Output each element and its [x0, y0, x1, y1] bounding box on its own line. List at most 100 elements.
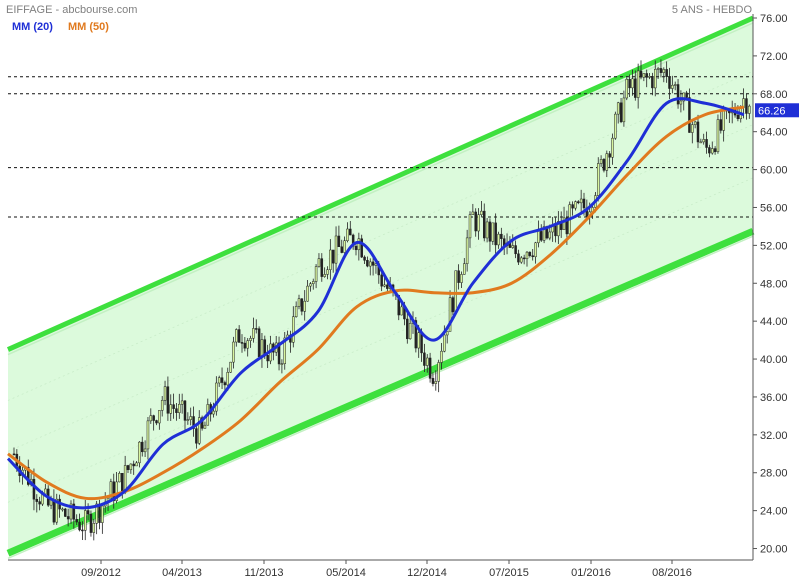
- candle-body: [500, 233, 503, 239]
- candle-body: [605, 153, 609, 171]
- candle: [665, 61, 668, 83]
- candle: [445, 331, 449, 344]
- candle-body: [35, 498, 39, 502]
- candle-body: [745, 98, 748, 114]
- candle-body: [129, 463, 133, 471]
- candle-body: [525, 251, 529, 260]
- candle: [719, 111, 723, 134]
- last-value-label: 66.26: [758, 105, 786, 117]
- y-tick-label: 52.00: [760, 240, 788, 252]
- axes: 20.00 24.00 28.00 32.00 36.00 40.00 44.00 48.00…: [8, 13, 799, 579]
- candle-body: [183, 400, 187, 421]
- candle-body: [485, 221, 489, 239]
- candle-body: [343, 240, 346, 253]
- candle-body: [257, 328, 261, 358]
- candle-body: [457, 270, 460, 283]
- candle: [408, 314, 412, 340]
- channel-lower-line: [6, 227, 755, 557]
- candle: [354, 243, 358, 256]
- x-tick-label: 01/2016: [571, 567, 611, 579]
- candle: [628, 74, 631, 97]
- y-tick-label: 32.00: [760, 430, 788, 442]
- candle-body: [220, 377, 224, 383]
- candle-body: [369, 261, 372, 267]
- candle: [631, 69, 634, 96]
- candle: [172, 393, 175, 419]
- candle-body: [702, 139, 705, 143]
- candle: [648, 72, 651, 80]
- candle: [320, 253, 324, 282]
- candle: [323, 267, 326, 278]
- candle-body: [665, 69, 668, 77]
- candle: [280, 359, 284, 374]
- candle-body: [363, 256, 366, 261]
- candle-body: [249, 338, 252, 341]
- candle-body: [631, 78, 634, 89]
- candle: [423, 343, 426, 373]
- candle-body: [477, 214, 480, 232]
- x-tick-label: 08/2016: [652, 567, 692, 579]
- candle: [112, 473, 115, 509]
- candle: [562, 206, 566, 230]
- candle-body: [255, 328, 258, 330]
- candle-body: [309, 283, 312, 287]
- candle: [195, 424, 198, 449]
- candle-body: [160, 400, 164, 411]
- candle-body: [186, 419, 190, 421]
- candle: [334, 226, 338, 272]
- candle: [451, 295, 455, 316]
- candle: [141, 436, 144, 457]
- candle: [645, 69, 648, 88]
- candle: [257, 326, 261, 359]
- candle-body: [92, 523, 96, 533]
- candle-body: [240, 342, 244, 344]
- candle-body: [266, 355, 269, 362]
- candle: [460, 271, 463, 289]
- candle-body: [414, 320, 418, 349]
- candle-body: [229, 361, 232, 373]
- candle-body: [166, 386, 170, 414]
- candle-body: [121, 473, 124, 493]
- channel-lower-shadow: [7, 235, 754, 559]
- candle: [152, 414, 155, 431]
- y-tick-label: 36.00: [760, 392, 788, 404]
- last-value-box: [755, 103, 799, 118]
- candle: [192, 406, 195, 437]
- candle-body: [235, 329, 238, 343]
- candle: [66, 508, 70, 527]
- x-tick-label: 04/2013: [162, 567, 202, 579]
- candle: [480, 200, 483, 218]
- candle: [329, 239, 332, 280]
- candle: [55, 493, 58, 525]
- candle: [343, 236, 346, 256]
- candle-body: [400, 306, 403, 316]
- candle: [61, 507, 64, 512]
- candle-body: [192, 416, 195, 429]
- candle: [81, 521, 84, 541]
- candle-body: [143, 448, 147, 453]
- candle: [474, 208, 477, 237]
- candle: [688, 88, 691, 133]
- candle: [463, 258, 466, 275]
- candle-body: [483, 210, 486, 239]
- candle-body: [155, 420, 158, 424]
- candle-body: [66, 516, 70, 520]
- candle-body: [169, 404, 172, 414]
- candle: [175, 402, 178, 421]
- candle-body: [215, 382, 218, 412]
- candle-body: [460, 274, 463, 283]
- candle-body: [440, 350, 443, 363]
- candle-body: [582, 198, 586, 209]
- candle-body: [380, 274, 383, 287]
- candle-body: [654, 69, 657, 89]
- candle: [662, 67, 666, 83]
- candle: [129, 463, 133, 474]
- candle: [639, 60, 643, 80]
- candle-body: [423, 352, 426, 366]
- candle-body: [454, 270, 457, 313]
- candle-body: [713, 148, 717, 152]
- y-tick-label: 44.00: [760, 316, 788, 328]
- candle-body: [565, 217, 569, 235]
- candle: [676, 78, 680, 109]
